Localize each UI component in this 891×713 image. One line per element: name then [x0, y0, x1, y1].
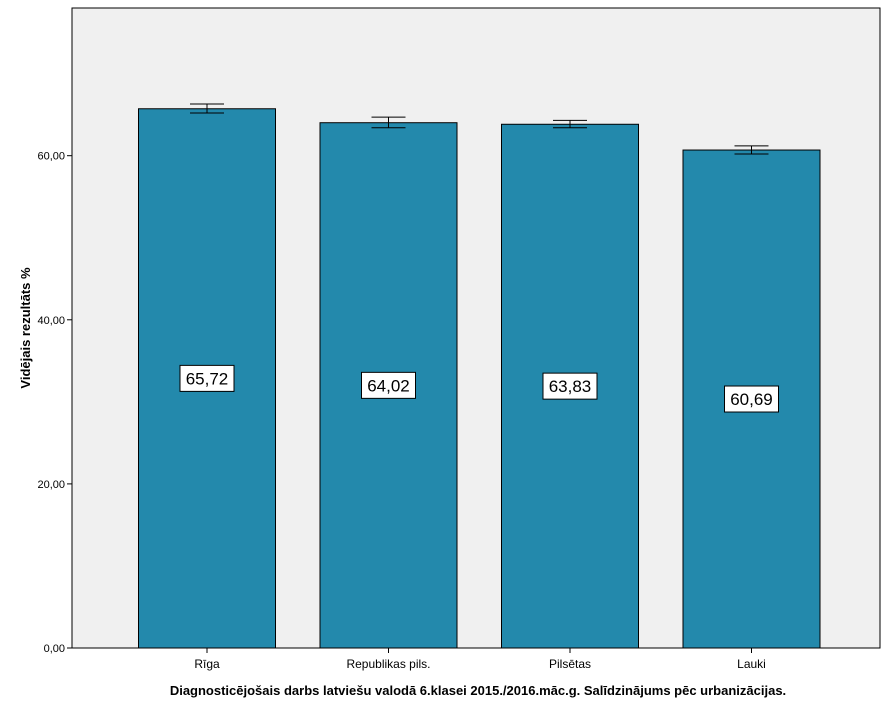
data-label-box — [179, 364, 235, 392]
data-label-box — [542, 372, 598, 400]
error-bar — [371, 116, 406, 129]
axes: Rīga Republikas pils. Pilsētas Lauki 0,00 20,… — [37, 151, 765, 671]
y-axis-title: Vidējais rezultāts % — [18, 267, 33, 389]
data-label-box — [361, 371, 416, 399]
x-tick-label: Pilsētas — [549, 657, 591, 671]
data-label: 65,72 — [186, 369, 229, 388]
data-label: 64,02 — [367, 376, 410, 395]
bars — [138, 103, 821, 649]
y-tick-label: 0,00 — [44, 643, 65, 655]
error-bar — [734, 145, 769, 155]
error-bar — [190, 103, 224, 114]
x-axis-title: Diagnosticējošais darbs latviešu valodā … — [170, 683, 786, 698]
error-bar — [553, 119, 587, 129]
data-label-box — [724, 385, 779, 413]
y-tick-label: 20,00 — [37, 479, 65, 491]
x-tick-label: Rīga — [194, 657, 220, 671]
y-tick-label: 40,00 — [37, 315, 65, 327]
data-label: 60,69 — [730, 390, 773, 409]
data-labels: 65,72 64,02 63,83 60,69 — [179, 364, 779, 413]
y-tick-label: 60,00 — [37, 151, 65, 163]
x-tick-label: Lauki — [737, 657, 766, 671]
data-label: 63,83 — [549, 377, 592, 396]
x-tick-label: Republikas pils. — [346, 657, 430, 671]
